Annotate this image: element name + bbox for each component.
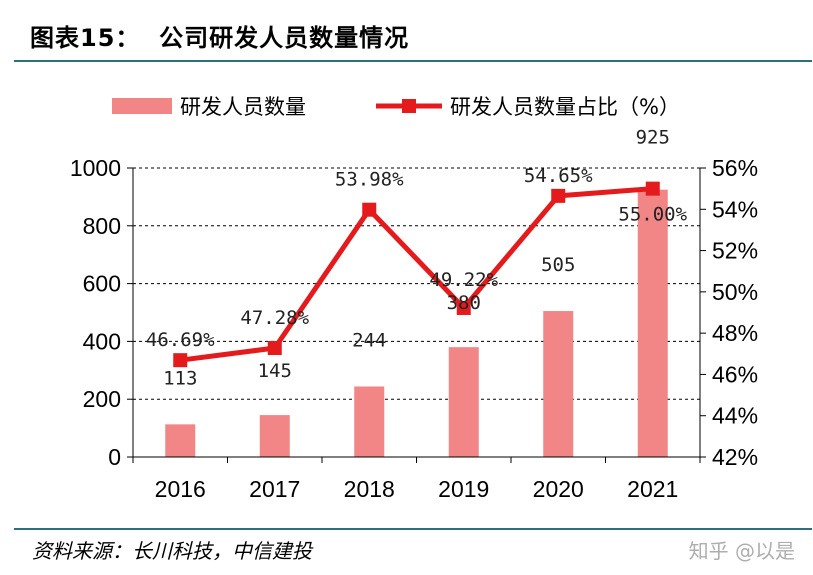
line-marker — [456, 300, 471, 315]
x-tick-label: 2019 — [438, 476, 489, 502]
bar-value-label: 505 — [541, 254, 575, 276]
right-tick-label: 50% — [712, 279, 758, 305]
watermark: 知乎 @以是 — [688, 539, 795, 563]
data-labels: 113 145 244 380 505 925 46.69% 47.28% 53.98% 49.2… — [146, 127, 688, 390]
right-tick-label: 48% — [712, 320, 758, 346]
right-tick-label: 44% — [712, 403, 758, 429]
percent-line — [179, 186, 653, 363]
line-value-label: 47.28% — [240, 307, 309, 329]
legend-line-label: 研发人员数量占比（%） — [450, 95, 680, 119]
bar-value-label: 145 — [258, 360, 292, 382]
bar — [637, 189, 668, 458]
right-tick-label: 56% — [712, 155, 758, 181]
left-tick-label: 600 — [83, 271, 121, 297]
bar — [448, 347, 479, 457]
line-series — [173, 181, 660, 368]
bar — [259, 415, 290, 457]
line-value-label: 55.00% — [618, 204, 687, 226]
bar — [165, 424, 196, 457]
left-tick-label: 0 — [108, 444, 121, 470]
x-tick-label: 2017 — [249, 476, 300, 502]
grid-lines — [133, 167, 700, 400]
bar — [543, 311, 574, 457]
bar-value-label: 925 — [636, 127, 670, 149]
right-tick-label: 54% — [712, 196, 758, 222]
line-marker — [551, 188, 566, 203]
chart-title: 图表15： 公司研发人员数量情况 — [30, 24, 410, 52]
x-tick-label: 2021 — [627, 476, 678, 502]
legend-bar-label: 研发人员数量 — [180, 95, 306, 119]
left-tick-label: 800 — [83, 213, 121, 239]
line-marker — [267, 341, 282, 356]
legend-bar-swatch — [112, 98, 172, 114]
bar-value-label: 380 — [447, 292, 481, 314]
line-marker — [362, 202, 377, 217]
line-value-label: 53.98% — [335, 169, 404, 191]
x-tick-label: 2016 — [155, 476, 206, 502]
bar-series — [165, 189, 668, 458]
right-tick-label: 42% — [712, 444, 758, 470]
top-divider — [14, 60, 812, 62]
line-value-label: 49.22% — [429, 269, 498, 291]
line-marker — [173, 353, 188, 368]
line-marker — [645, 181, 660, 196]
legend: 研发人员数量 研发人员数量占比（%） — [112, 95, 680, 119]
line-value-label: 46.69% — [146, 329, 215, 351]
x-tick-label: 2020 — [533, 476, 584, 502]
bar — [354, 386, 385, 457]
left-tick-label: 400 — [83, 328, 121, 354]
chart-area: 0 200 400 600 800 1000 42% 44% 46% 48% 50% 52% 54% 56… — [70, 95, 758, 502]
line-value-label: 54.65% — [524, 165, 593, 187]
left-tick-label: 200 — [83, 386, 121, 412]
x-tick-label: 2018 — [344, 476, 395, 502]
source-note: 资料来源：长川科技，中信建投 — [32, 539, 312, 563]
right-tick-label: 46% — [712, 361, 758, 387]
right-tick-label: 52% — [712, 238, 758, 264]
bar-value-label: 113 — [163, 367, 197, 389]
bar-value-label: 244 — [352, 329, 386, 351]
bottom-divider — [14, 528, 812, 530]
legend-line-marker — [402, 99, 416, 113]
axes: 0 200 400 600 800 1000 42% 44% 46% 48% 50% 52% 54% 56… — [70, 155, 758, 502]
left-tick-label: 1000 — [70, 155, 121, 181]
